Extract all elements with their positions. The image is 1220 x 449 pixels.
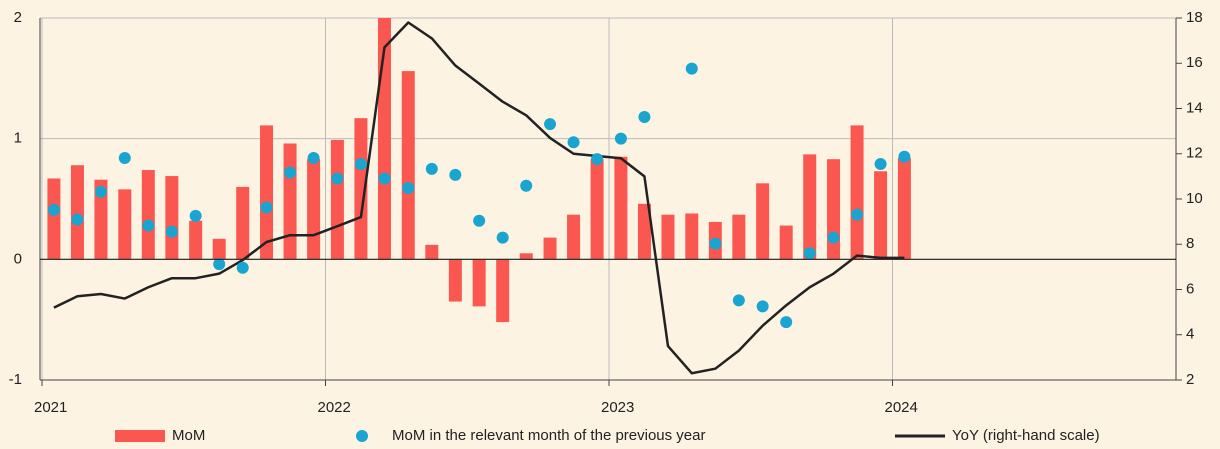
bar [614, 156, 628, 260]
bar [827, 159, 841, 260]
dot [732, 294, 745, 307]
dot [567, 136, 580, 149]
legend-label: MoM [172, 427, 205, 444]
dot [780, 316, 793, 329]
dot [591, 153, 604, 166]
x-tick-label: 2021 [34, 399, 67, 416]
bar [70, 165, 84, 260]
dot [803, 247, 816, 260]
dot [307, 151, 320, 164]
bar [189, 220, 203, 260]
bar [330, 139, 344, 260]
line [53, 21, 905, 375]
bar [685, 213, 699, 260]
bar [590, 159, 604, 260]
dot [331, 172, 344, 185]
y-tick-label: -1 [9, 371, 22, 388]
y2-tick-label: 18 [1186, 9, 1203, 26]
dot [827, 231, 840, 244]
dot [473, 214, 486, 227]
dot [354, 158, 367, 171]
dot [425, 162, 438, 175]
dot [756, 300, 769, 313]
dot [47, 203, 60, 216]
dot [496, 231, 509, 244]
y2-tick-label: 14 [1186, 99, 1203, 116]
dot [94, 185, 107, 198]
bar [165, 176, 179, 260]
dot [685, 62, 698, 75]
dot [118, 151, 131, 164]
y2-tick-label: 10 [1186, 190, 1203, 207]
dot [851, 208, 864, 221]
bar [283, 143, 297, 260]
bar [448, 259, 462, 302]
bar [661, 214, 675, 260]
y2-tick-label: 12 [1186, 145, 1203, 162]
bar [425, 244, 439, 260]
dot [378, 172, 391, 185]
bar [732, 214, 746, 260]
dot [142, 219, 155, 232]
dot [260, 201, 273, 214]
bar [637, 203, 651, 260]
bar [94, 179, 108, 260]
y2-tick-label: 4 [1186, 326, 1194, 343]
dot [709, 237, 722, 250]
dot [898, 150, 911, 163]
bar [141, 170, 155, 260]
bar [118, 189, 132, 260]
bar [401, 71, 415, 260]
y-tick-label: 1 [14, 130, 22, 147]
bar [354, 118, 368, 260]
legend-label: MoM in the relevant month of the previou… [392, 427, 706, 444]
dot [165, 225, 178, 238]
y-tick-label: 0 [14, 250, 22, 267]
bar [472, 259, 486, 307]
y2-tick-label: 2 [1186, 371, 1194, 388]
dot [638, 110, 651, 123]
bar [567, 214, 581, 260]
legend-label: YoY (right-hand scale) [952, 427, 1100, 444]
legend-swatch [356, 430, 368, 442]
legend-swatch [115, 430, 165, 442]
bar [897, 157, 911, 260]
dot [236, 261, 249, 274]
dot [402, 182, 415, 195]
bar [850, 125, 864, 260]
y2-tick-label: 6 [1186, 280, 1194, 297]
x-tick-label: 2023 [601, 399, 634, 416]
x-tick-label: 2022 [318, 399, 351, 416]
bar [212, 238, 226, 260]
bar [307, 159, 321, 260]
dot [614, 132, 627, 145]
bar [47, 178, 61, 260]
dot [449, 168, 462, 181]
dot [284, 166, 297, 179]
bar [236, 186, 250, 260]
bar [519, 253, 533, 260]
x-tick-label: 2024 [885, 399, 918, 416]
bar [803, 154, 817, 260]
bar [543, 237, 557, 260]
y2-tick-label: 16 [1186, 54, 1203, 71]
dot [544, 118, 557, 131]
bar [756, 183, 770, 260]
y-tick-label: 2 [14, 9, 22, 26]
dot [874, 158, 887, 171]
bar [260, 125, 274, 260]
y2-tick-label: 8 [1186, 235, 1194, 252]
dot [520, 179, 533, 192]
bar [779, 225, 793, 260]
dot [189, 209, 202, 222]
dot [213, 258, 226, 271]
bar [496, 259, 510, 323]
bar [874, 171, 888, 260]
dot [71, 213, 84, 226]
